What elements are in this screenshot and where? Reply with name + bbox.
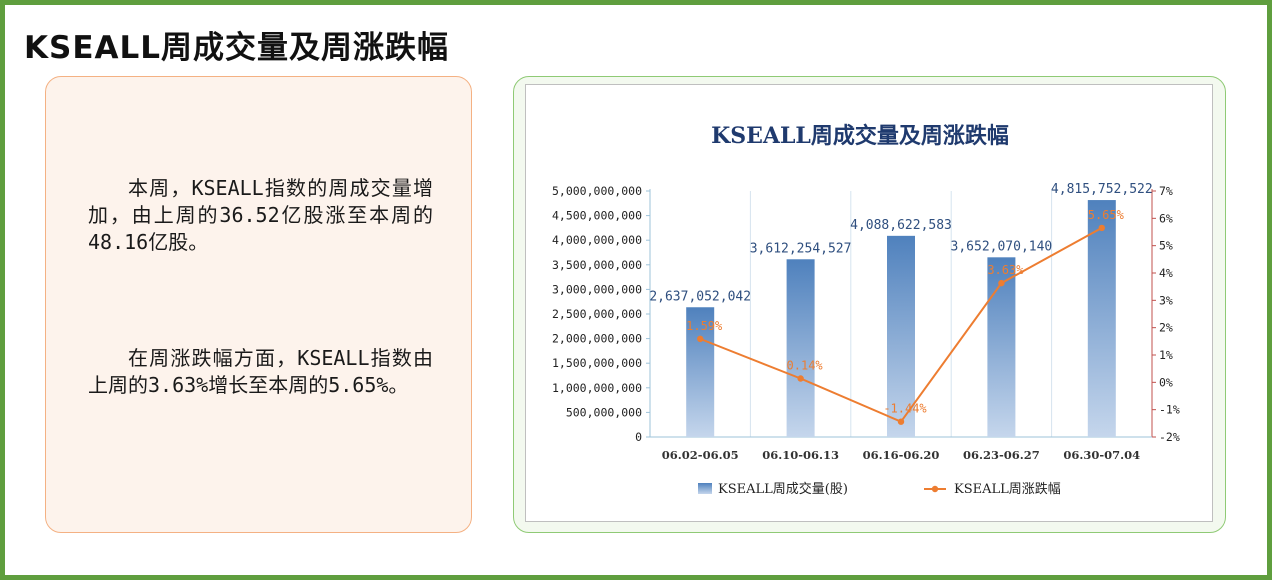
x-axis-tick-label: 06.10-06.13 <box>762 448 839 462</box>
volume-bar <box>686 307 715 437</box>
change-series-data-label: 1.59% <box>686 319 723 333</box>
chart-area: KSEALL周成交量及周涨跌幅 0 500,000,000 1,000,000,00… <box>525 84 1213 522</box>
change-series-point <box>797 375 804 382</box>
left-axis-tick-label: 2,000,000,000 <box>552 332 642 346</box>
combo-chart: KSEALL周成交量及周涨跌幅 0 500,000,000 1,000,000,00… <box>552 123 1180 497</box>
right-axis-tick-label: -1% <box>1159 403 1180 417</box>
right-axis-tick-label: 5% <box>1159 239 1173 253</box>
volume-bar-data-label: 3,652,070,140 <box>951 239 1053 254</box>
volume-bar-data-label: 3,612,254,527 <box>750 241 852 256</box>
volume-bar-data-label: 4,815,752,522 <box>1051 182 1153 197</box>
x-axis-tick-label: 06.02-06.05 <box>662 448 739 462</box>
left-axis-tick-label: 1,500,000,000 <box>552 356 642 370</box>
right-axis-tick-label: 6% <box>1159 211 1173 225</box>
legend-line-marker <box>931 485 939 493</box>
x-axis-tick-label: 06.30-07.04 <box>1063 448 1140 462</box>
left-axis-tick-label: 3,000,000,000 <box>552 282 642 296</box>
change-series-point <box>998 279 1005 287</box>
right-axis-tick-label: 0% <box>1159 375 1173 389</box>
volume-bar <box>786 259 815 437</box>
change-series-point <box>897 418 905 425</box>
legend-volume-label: KSEALL周成交量(股) <box>718 481 848 497</box>
change-series-point <box>1098 224 1105 232</box>
commentary-panel: 本周，KSEALL指数的周成交量增加，由上周的36.52亿股涨至本周的48.16… <box>45 76 472 533</box>
volume-bar <box>887 235 915 437</box>
commentary-paragraph-volume: 本周，KSEALL指数的周成交量增加，由上周的36.52亿股涨至本周的48.16… <box>88 176 433 254</box>
volume-bar-data-label: 4,088,622,583 <box>850 218 952 233</box>
change-series-data-label: 3.63% <box>987 263 1024 277</box>
change-series-data-label: 5.65% <box>1088 208 1125 222</box>
left-axis-tick-label: 500,000,000 <box>566 405 642 419</box>
x-axis-tick-label: 06.16-06.20 <box>863 448 940 462</box>
right-axis-tick-label: 3% <box>1159 293 1173 307</box>
left-axis-tick-label: 3,500,000,000 <box>552 258 642 272</box>
left-axis-tick-label: 4,500,000,000 <box>552 209 642 223</box>
change-series-point <box>697 335 704 343</box>
page-title: KSEALL周成交量及周涨跌幅 <box>24 30 450 66</box>
left-axis-tick-label: 0 <box>635 430 642 444</box>
commentary-paragraph-change: 在周涨跌幅方面，KSEALL指数由上周的3.63%增长至本周的5.65%。 <box>88 346 433 397</box>
left-axis-tick-label: 1,000,000,000 <box>552 381 642 395</box>
right-axis-tick-label: 1% <box>1159 348 1173 362</box>
left-axis-tick-label: 4,000,000,000 <box>552 233 642 247</box>
chart-title: KSEALL周成交量及周涨跌幅 <box>711 123 1009 149</box>
right-axis-tick-label: -2% <box>1159 430 1180 444</box>
legend-bar-swatch <box>698 483 712 494</box>
volume-bar-data-label: 2,637,052,042 <box>649 289 751 304</box>
right-axis-tick-label: 7% <box>1159 184 1173 198</box>
right-axis-tick-label: 2% <box>1159 321 1173 335</box>
change-series-data-label: -1.44% <box>883 402 927 416</box>
legend-change-label: KSEALL周涨跌幅 <box>954 481 1061 497</box>
chart-panel: KSEALL周成交量及周涨跌幅 0 500,000,000 1,000,000,00… <box>513 76 1226 533</box>
right-axis-tick-label: 4% <box>1159 266 1173 280</box>
left-axis-tick-label: 2,500,000,000 <box>552 307 642 321</box>
volume-bar <box>987 257 1016 437</box>
change-series-data-label: 0.14% <box>787 359 824 373</box>
volume-bar <box>1087 200 1116 437</box>
left-axis-tick-label: 5,000,000,000 <box>552 184 642 198</box>
x-axis-tick-label: 06.23-06.27 <box>963 448 1040 462</box>
